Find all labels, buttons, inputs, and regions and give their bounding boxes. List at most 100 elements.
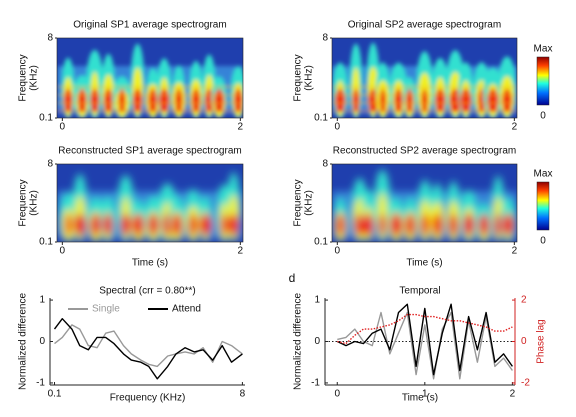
colorbar bbox=[536, 181, 550, 231]
y-tick-label: 8 bbox=[322, 159, 328, 170]
blob bbox=[120, 213, 131, 236]
blob bbox=[379, 89, 387, 112]
y-axis-label: Normalized difference bbox=[293, 293, 304, 391]
harmonic bbox=[57, 94, 243, 96]
blob bbox=[502, 213, 515, 236]
y-axis-label: (KHz) bbox=[29, 65, 40, 91]
blob bbox=[199, 213, 212, 236]
colorbar bbox=[536, 56, 550, 106]
blob bbox=[487, 89, 499, 112]
blob bbox=[449, 213, 458, 236]
series-line bbox=[337, 311, 513, 380]
panel-title: Reconstructed SP1 average spectrogram bbox=[58, 146, 241, 157]
blob bbox=[502, 89, 512, 112]
spectrogram-energy bbox=[332, 169, 517, 242]
spectrogram-energy bbox=[57, 172, 243, 242]
y2-axis-label: Phase lag bbox=[536, 319, 547, 363]
colorbar-label: 0 bbox=[540, 236, 546, 247]
blob bbox=[463, 213, 475, 236]
x-tick-label: 2 bbox=[510, 389, 516, 400]
colorbar-label: Max bbox=[534, 44, 553, 55]
harmonic bbox=[332, 102, 517, 104]
blob bbox=[394, 89, 403, 112]
x-tick-label: 0 bbox=[335, 246, 341, 257]
harmonic bbox=[332, 86, 517, 88]
y2-tick-label: -2 bbox=[521, 378, 530, 389]
y-axis-label: (KHz) bbox=[304, 65, 315, 91]
spectrogram-image bbox=[332, 164, 517, 242]
blob bbox=[405, 213, 415, 236]
colorbar-label: Max bbox=[534, 169, 553, 180]
y-tick-label: 1 bbox=[314, 295, 320, 306]
harmonic bbox=[57, 102, 243, 104]
y-axis-label: Frequency bbox=[293, 179, 304, 226]
spectrogram-energy bbox=[332, 42, 517, 118]
spectrogram-energy bbox=[57, 43, 243, 118]
series-line bbox=[337, 313, 513, 345]
x-tick-label: 0 bbox=[335, 122, 341, 133]
y2-tick-label: 0 bbox=[521, 336, 527, 347]
x-tick-label: 1 bbox=[422, 389, 428, 400]
harmonic bbox=[332, 94, 517, 96]
x-tick-label: 0 bbox=[60, 122, 66, 133]
panel-title: Original SP2 average spectrogram bbox=[348, 20, 501, 31]
blob bbox=[172, 213, 183, 236]
x-axis-label: Time (s) bbox=[406, 258, 442, 269]
frame bbox=[331, 37, 518, 119]
blob bbox=[132, 89, 143, 112]
blob bbox=[233, 89, 243, 112]
harmonic bbox=[57, 86, 243, 88]
y-tick-label: -1 bbox=[36, 378, 45, 389]
spectrogram-image bbox=[332, 38, 517, 118]
legend-label: Single bbox=[92, 304, 120, 315]
panel-label: d bbox=[289, 271, 296, 285]
y-tick-label: 0.1 bbox=[314, 237, 328, 248]
frame bbox=[56, 163, 244, 243]
y-tick-label: 0 bbox=[314, 336, 320, 347]
spectrogram-image bbox=[57, 38, 243, 118]
y-tick-label: 0.1 bbox=[314, 113, 328, 124]
panel-title: Spectral (crr = 0.80**) bbox=[99, 286, 195, 297]
y-axis-label: Frequency bbox=[18, 179, 29, 226]
blob bbox=[352, 89, 360, 112]
y-tick-label: 8 bbox=[322, 33, 328, 44]
blob bbox=[103, 89, 113, 112]
blob bbox=[421, 213, 429, 236]
blob bbox=[334, 89, 346, 112]
blob bbox=[158, 89, 170, 112]
y2-tick-label: 2 bbox=[521, 295, 527, 306]
blob bbox=[221, 213, 228, 236]
blob bbox=[148, 89, 158, 112]
blob bbox=[132, 213, 145, 236]
y-tick-label: 0 bbox=[39, 336, 45, 347]
y-axis-label: (KHz) bbox=[304, 190, 315, 216]
blob bbox=[336, 213, 345, 236]
blob bbox=[228, 213, 239, 236]
frame bbox=[56, 37, 244, 119]
x-tick-label: 0.1 bbox=[48, 389, 62, 400]
blob bbox=[432, 213, 443, 236]
blob bbox=[494, 213, 503, 236]
y-tick-label: 0.1 bbox=[39, 113, 53, 124]
blob bbox=[435, 89, 446, 112]
x-axis-label: Time (s) bbox=[402, 393, 438, 404]
y-tick-label: 1 bbox=[39, 295, 45, 306]
x-axis-label: Frequency (KHz) bbox=[110, 393, 186, 404]
y-tick-label: 8 bbox=[47, 159, 53, 170]
blob bbox=[74, 213, 86, 236]
y-tick-label: 8 bbox=[47, 33, 53, 44]
panel-title: Original SP1 average spectrogram bbox=[73, 20, 226, 31]
blob bbox=[77, 89, 87, 112]
x-tick-label: 2 bbox=[512, 122, 518, 133]
colorbar-label: 0 bbox=[540, 111, 546, 122]
y-axis-label: Frequency bbox=[18, 54, 29, 101]
x-axis-label: Time (s) bbox=[132, 258, 168, 269]
x-tick-label: 2 bbox=[238, 122, 244, 133]
x-tick-label: 0 bbox=[334, 389, 340, 400]
x-tick-label: 8 bbox=[240, 389, 246, 400]
blob bbox=[90, 213, 101, 236]
blob bbox=[191, 89, 201, 112]
blob bbox=[175, 89, 183, 112]
spectrogram-image bbox=[57, 164, 243, 242]
